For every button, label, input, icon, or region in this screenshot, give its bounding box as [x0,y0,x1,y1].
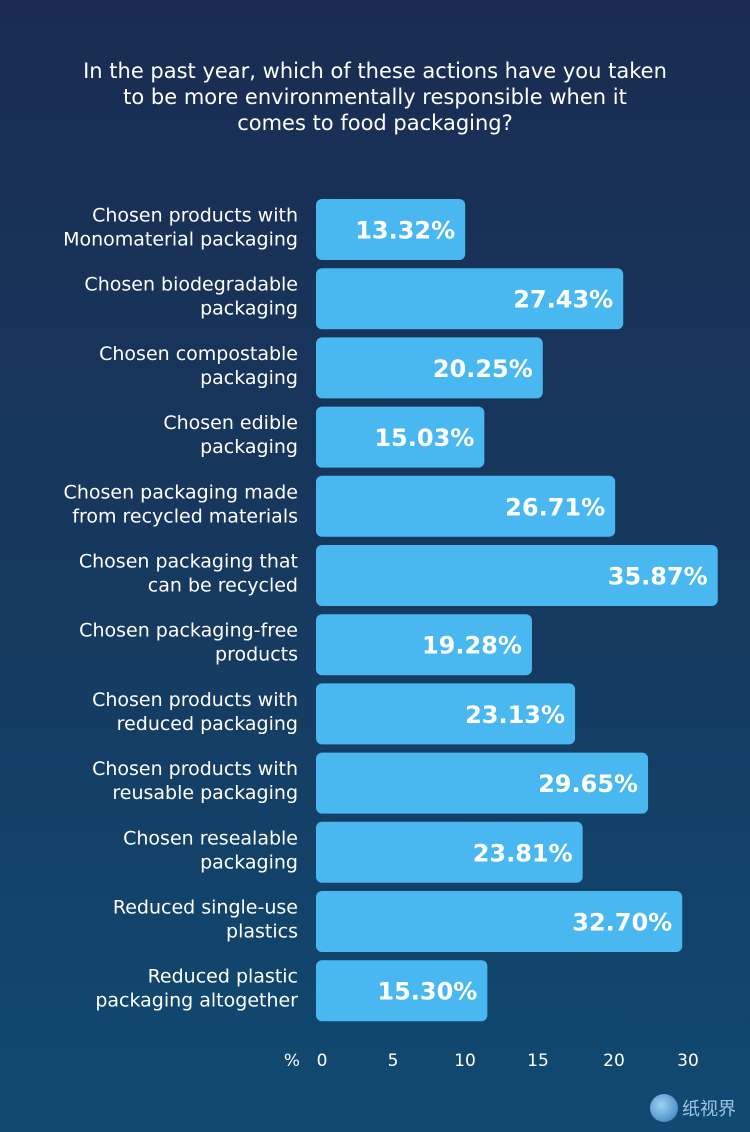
category-label-10-line-1: Chosen resealable [123,827,298,849]
category-label-12-line-1: Reduced plastic [148,966,298,988]
category-label-9-line-2: reusable packaging [112,782,298,804]
category-label-2-line-1: Chosen biodegradable [84,274,298,296]
category-label-1-line-1: Chosen products with [92,205,298,227]
x-tick-label-10: 10 [454,1051,476,1071]
bar-5 [316,475,616,537]
bar-value-label-6: 35.87% [608,563,708,591]
bar-4 [316,406,485,468]
x-tick-label-0: 0 [317,1051,328,1071]
bar-3 [316,337,543,399]
category-label-5-line-1: Chosen packaging made [64,481,298,503]
category-label-5-line-2: from recycled materials [72,505,298,527]
bar-value-label-7: 19.28% [422,632,522,660]
bar-10 [316,821,583,883]
bar-value-label-11: 32.70% [572,909,672,937]
category-label-7-line-2: products [215,644,298,666]
bar-9 [316,752,649,814]
chart-title-line-2: to be more environmentally responsible w… [123,85,627,109]
bar-value-label-2: 27.43% [513,286,613,314]
category-label-8-line-1: Chosen products with [92,689,298,711]
bar-8 [316,683,576,745]
category-label-6-line-2: can be recycled [148,575,298,597]
category-label-3-line-1: Chosen compostable [99,343,298,365]
chart-title-line-1: In the past year, which of these actions… [83,59,667,83]
bar-11 [316,891,683,952]
x-tick-label-20: 20 [603,1051,625,1071]
category-label-9-line-1: Chosen products with [92,758,298,780]
category-label-11-line-1: Reduced single-use [113,897,298,919]
bar-7 [316,614,532,676]
bar-value-label-10: 23.81% [473,839,573,867]
x-axis-unit-label: % [284,1051,300,1071]
bar-value-label-4: 15.03% [374,424,474,452]
category-label-2-line-2: packaging [200,298,298,320]
chart-title: In the past year, which of these actions… [40,58,710,136]
bar-value-label-5: 26.71% [505,493,605,521]
bar-12 [316,960,488,1022]
bar-value-label-3: 20.25% [433,355,533,383]
category-label-4-line-2: packaging [200,436,298,458]
category-label-7-line-1: Chosen packaging-free [79,620,298,642]
watermark-text: 纸视界 [682,1099,736,1120]
category-label-8-line-2: reduced packaging [117,713,298,735]
watermark-logo-icon [650,1094,678,1122]
chart-title-line-3: comes to food packaging? [237,111,513,135]
category-label-11-line-2: plastics [226,921,298,943]
bar-6 [316,545,718,606]
bar-value-label-8: 23.13% [465,701,565,729]
category-label-12-line-2: packaging altogether [95,990,298,1012]
watermark: 纸视界 [650,1094,736,1122]
bar-value-label-1: 13.32% [355,217,455,245]
category-label-1-line-2: Monomaterial packaging [63,229,298,251]
bar-1 [316,199,466,260]
bar-2 [316,268,624,330]
category-label-3-line-2: packaging [200,367,298,389]
x-tick-label-5: 5 [388,1051,399,1071]
category-label-6-line-1: Chosen packaging that [79,551,298,573]
x-tick-label-15: 15 [527,1051,549,1071]
bar-value-label-9: 29.65% [538,770,638,798]
category-label-4-line-1: Chosen edible [163,412,298,434]
category-label-10-line-2: packaging [200,851,298,873]
bar-value-label-12: 15.30% [377,978,477,1006]
x-tick-label-30: 30 [677,1051,699,1071]
